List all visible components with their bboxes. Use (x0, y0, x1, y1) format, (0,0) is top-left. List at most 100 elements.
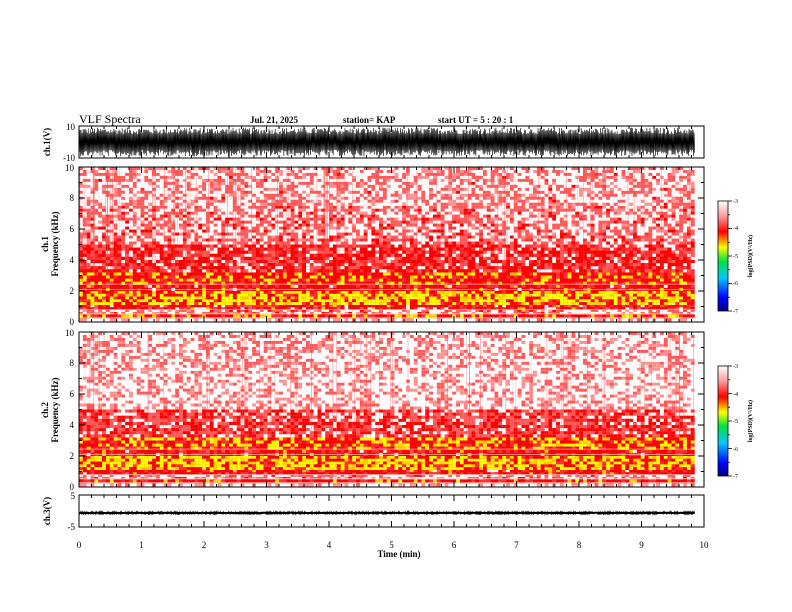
ch1-spectrogram-cell (202, 266, 206, 270)
ch1-spectrogram-cell (263, 217, 268, 221)
ch1-spectrogram-cell (98, 304, 103, 308)
ch1-spectrogram-cell (452, 260, 457, 264)
ch1-spectrogram-cell (506, 269, 510, 273)
ch1-spectrogram-cell (683, 247, 687, 251)
ch1-spectrogram-cell (390, 296, 395, 300)
ch1-spectrogram-cell (209, 296, 214, 300)
ch1-spectrogram-cell (502, 291, 507, 294)
ch1-spectrogram-cell (171, 253, 176, 257)
ch1-spectrogram-cell (113, 269, 118, 273)
ch1-spectrogram-cell (502, 281, 507, 285)
ch1-spectrogram-cell (386, 299, 391, 303)
ch1-spectrogram-cell (529, 260, 534, 264)
ch1-spectrogram-cell (290, 260, 295, 264)
ch1-spectrogram-cell (609, 247, 614, 251)
ch1-spectrogram-cell (313, 293, 318, 297)
ch1-spectrogram-cell (144, 263, 149, 267)
ch1-spectrogram-cell (440, 281, 445, 285)
ch1-spectrogram-cell (617, 291, 622, 294)
ch1-spectrogram-cell (294, 272, 299, 276)
ch1-spectrogram-cell (571, 318, 576, 323)
ch1-spectrogram-cell (402, 281, 407, 285)
ch1-spectrogram-cell (179, 226, 183, 230)
ch1-spectrogram-cell (367, 307, 372, 310)
ch1-spectrogram-cell (536, 263, 541, 267)
ch1-spectrogram-cell (105, 284, 110, 288)
ch1-spectrogram-cell (98, 275, 103, 279)
ch1-spectrogram-cell (544, 293, 549, 297)
ch1-spectrogram-cell (644, 247, 649, 251)
ch1-spectrogram-cell (467, 281, 472, 285)
ch1-spectrogram-cell (440, 311, 445, 315)
ch1-spectrogram-cell (248, 293, 253, 297)
ch1-waveform-ylabel: ch.1(V) (42, 128, 52, 156)
ch1-spectrogram-cell (309, 263, 314, 267)
ch1-spectrogram-cell (217, 299, 222, 303)
ch1-spectrogram-cell (479, 311, 484, 315)
ch1-spectrogram-cell (444, 256, 449, 260)
ch1-spectrogram-cell (382, 278, 387, 282)
ch1-spectrogram-cell (117, 238, 122, 242)
ch1-spectrogram-cell (94, 311, 99, 315)
ch1-spectrogram-cell (140, 314, 145, 319)
ch1-spectrogram-cell (105, 278, 110, 282)
ch1-spectrogram-cell (309, 208, 314, 212)
ch1-spectrogram-cell (521, 299, 526, 303)
ch1-spectrogram-cell (479, 253, 484, 257)
ch1-spectrogram-cell (279, 284, 283, 288)
ch1-spectrogram-cell (221, 266, 226, 270)
ch1-spectrogram-cell (479, 318, 484, 323)
ch1-spectrogram-cell (583, 309, 587, 312)
ch1-spectrogram-cell (271, 208, 276, 212)
ch1-spectrogram-cell (209, 284, 214, 288)
ch1-spectrogram-cell (556, 314, 560, 319)
ch1-spectrogram-cell (252, 266, 256, 270)
ch1-spectrogram-cell (440, 296, 445, 300)
ch1-spectrogram-cell (240, 296, 245, 300)
ch1-spectrogram-cell (148, 309, 153, 312)
ch1-spectrogram-cell (363, 244, 368, 248)
ch1-spectrogram-cell (594, 278, 599, 282)
ch1-spectrogram-cell (671, 299, 676, 303)
ch1-spectrogram-cell (421, 302, 426, 305)
ch1-spectrogram-cell (136, 220, 141, 224)
ch1-spectrogram-cell (79, 299, 83, 303)
ch1-spectrogram-cell (213, 275, 218, 279)
ch1-spectrogram-cell (332, 220, 337, 224)
ch1-spectrogram-cell (663, 284, 668, 288)
ch1-spectrogram-cell (186, 293, 191, 297)
ch1-spectrogram-cell (306, 314, 310, 319)
ch1-spectrogram-cell (371, 260, 376, 264)
ch1-spectrogram-cell (325, 309, 330, 312)
ch1-spectrogram-cell (344, 269, 349, 273)
ch1-spectrogram-cell (167, 275, 172, 279)
ch1-spectrogram-cell (313, 314, 318, 319)
ch1-spectrogram-cell (486, 250, 491, 254)
ch1-spectrogram-cell (640, 244, 645, 248)
ch1-spectrogram-cell (190, 211, 195, 215)
ch1-spectrogram-cell (586, 304, 591, 308)
ch1-spectrogram-cell (221, 235, 226, 239)
ch1-spectrogram-cell (202, 272, 206, 276)
ch1-spectrogram-cell (533, 269, 537, 273)
ch1-spectrogram-cell (117, 232, 122, 236)
ch1-spectrogram-cell (390, 253, 395, 257)
ch1-spectrogram-cell (563, 266, 568, 270)
ch1-spectrogram-cell (521, 309, 526, 312)
ch1-spectrogram-cell (198, 278, 203, 282)
ch1-spectrogram-cell (306, 256, 310, 260)
ch1-spectrogram-cell (155, 275, 160, 279)
ch1-spectrogram-cell (105, 291, 110, 294)
ch1-spectrogram-cell (140, 284, 145, 288)
ch1-spectrogram-cell (390, 284, 395, 288)
ch1-spectrogram-cell (667, 275, 672, 279)
ch1-spectrogram-cell (382, 291, 387, 294)
ch1-spectrogram-cell (275, 296, 280, 300)
ch1-spectrogram-cell (282, 302, 287, 305)
ch1-spectrogram-cell (525, 253, 530, 257)
ch1-spectrogram-cell (152, 241, 156, 245)
ch1-spectrogram-cell (594, 253, 599, 257)
ch1-spectrogram-cell (417, 307, 422, 310)
ch1-spectrogram-cell (129, 241, 133, 245)
ch1-spectrogram-cell (509, 266, 514, 270)
